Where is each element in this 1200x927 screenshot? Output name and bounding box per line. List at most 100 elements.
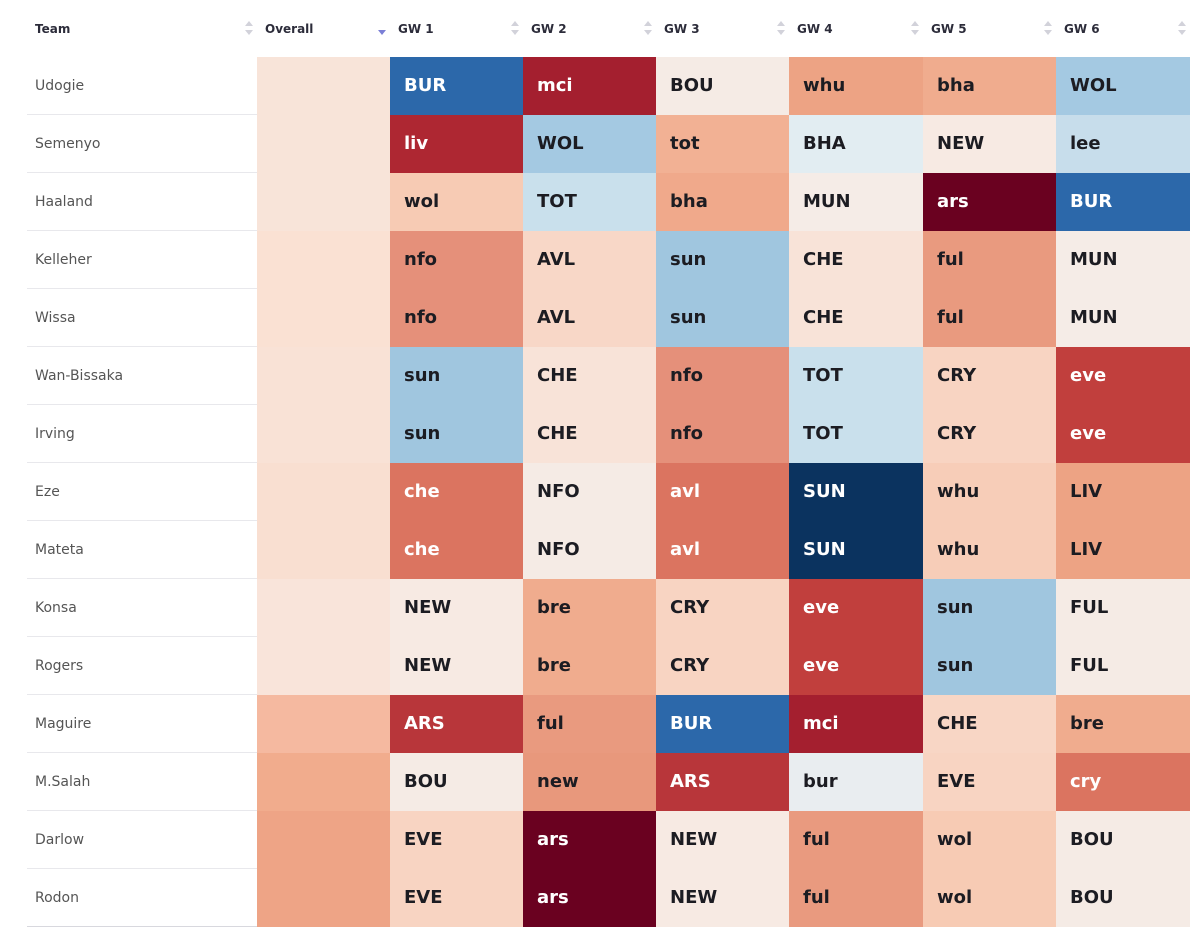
column-header-gw2[interactable]: GW 2 — [523, 0, 656, 57]
fixture-cell: ful — [789, 810, 923, 869]
overall-difficulty-cell — [257, 810, 390, 869]
table-row: Rodon EVE ars NEW ful wol BOU — [27, 868, 1190, 927]
fixture-cell: BOU — [1056, 810, 1190, 869]
overall-difficulty-cell — [257, 114, 390, 173]
overall-difficulty-cell — [257, 752, 390, 811]
fixture-cell: mci — [789, 694, 923, 753]
column-header-label: GW 1 — [398, 22, 434, 36]
fixture-cell: CHE — [923, 694, 1056, 753]
column-header-label: GW 5 — [931, 22, 967, 36]
fixture-cell: wol — [390, 172, 523, 231]
fixture-cell: AVL — [523, 288, 656, 347]
fixture-cell: BOU — [656, 56, 789, 115]
fixture-cell: whu — [923, 462, 1056, 521]
table-row: Darlow EVE ars NEW ful wol BOU — [27, 810, 1190, 869]
player-name-cell: Konsa — [27, 578, 257, 637]
fixture-cell: NFO — [523, 520, 656, 579]
fixture-cell: MUN — [1056, 230, 1190, 289]
fixture-cell: CHE — [523, 404, 656, 463]
fixture-cell: mci — [523, 56, 656, 115]
table-row: Maguire ARS ful BUR mci CHE bre — [27, 694, 1190, 753]
fixture-cell: che — [390, 462, 523, 521]
fixture-cell: cry — [1056, 752, 1190, 811]
fixture-cell: ars — [523, 868, 656, 927]
column-header-label: Overall — [265, 22, 314, 36]
fixture-cell: BUR — [390, 56, 523, 115]
player-name-cell: Wan-Bissaka — [27, 346, 257, 405]
fixture-cell: NEW — [390, 578, 523, 637]
fixture-cell: tot — [656, 114, 789, 173]
fixture-cell: eve — [1056, 404, 1190, 463]
sort-icon[interactable] — [1178, 21, 1186, 35]
sort-icon[interactable] — [511, 21, 519, 35]
fixture-cell: CRY — [656, 636, 789, 695]
fixture-cell: nfo — [656, 404, 789, 463]
column-header-team[interactable]: Team — [27, 0, 257, 57]
player-name-cell: Wissa — [27, 288, 257, 347]
fixture-cell: nfo — [390, 230, 523, 289]
fixture-cell: whu — [789, 56, 923, 115]
fixture-cell: TOT — [789, 346, 923, 405]
column-header-label: Team — [35, 22, 71, 36]
player-name-cell: Kelleher — [27, 230, 257, 289]
fixture-cell: CRY — [656, 578, 789, 637]
fixture-cell: bur — [789, 752, 923, 811]
column-header-gw3[interactable]: GW 3 — [656, 0, 789, 57]
fixture-cell: sun — [656, 230, 789, 289]
table-row: Haaland wol TOT bha MUN ars BUR — [27, 172, 1190, 231]
player-name-cell: Rodon — [27, 868, 257, 927]
fixture-cell: BOU — [1056, 868, 1190, 927]
column-header-label: GW 6 — [1064, 22, 1100, 36]
fixture-cell: FUL — [1056, 578, 1190, 637]
fixture-cell: NEW — [923, 114, 1056, 173]
fixture-cell: CRY — [923, 346, 1056, 405]
fixture-cell: NFO — [523, 462, 656, 521]
sort-icon[interactable] — [777, 21, 785, 35]
column-header-label: GW 3 — [664, 22, 700, 36]
sort-icon[interactable] — [245, 21, 253, 35]
column-header-label: GW 2 — [531, 22, 567, 36]
fixture-cell: SUN — [789, 520, 923, 579]
column-header-gw1[interactable]: GW 1 — [390, 0, 523, 57]
sort-descending-icon[interactable] — [378, 21, 386, 35]
player-name-cell: Eze — [27, 462, 257, 521]
sort-icon[interactable] — [911, 21, 919, 35]
fixture-cell: ful — [923, 288, 1056, 347]
sort-icon[interactable] — [1044, 21, 1052, 35]
fixture-cell: ARS — [390, 694, 523, 753]
table-row: Konsa NEW bre CRY eve sun FUL — [27, 578, 1190, 637]
fixture-cell: eve — [1056, 346, 1190, 405]
fixture-cell: ful — [923, 230, 1056, 289]
fixture-cell: BHA — [789, 114, 923, 173]
fixture-cell: bre — [523, 636, 656, 695]
fixture-cell: ARS — [656, 752, 789, 811]
table-row: Udogie BUR mci BOU whu bha WOL — [27, 56, 1190, 115]
fixture-cell: ars — [923, 172, 1056, 231]
fixture-cell: eve — [789, 636, 923, 695]
player-name-cell: Darlow — [27, 810, 257, 869]
fixture-cell: SUN — [789, 462, 923, 521]
fixture-cell: NEW — [656, 868, 789, 927]
sort-icon[interactable] — [644, 21, 652, 35]
overall-difficulty-cell — [257, 520, 390, 579]
overall-difficulty-cell — [257, 694, 390, 753]
fixture-cell: BOU — [390, 752, 523, 811]
player-name-cell: Semenyo — [27, 114, 257, 173]
fixture-cell: BUR — [1056, 172, 1190, 231]
fixture-cell: EVE — [390, 868, 523, 927]
overall-difficulty-cell — [257, 404, 390, 463]
column-header-gw6[interactable]: GW 6 — [1056, 0, 1190, 57]
overall-difficulty-cell — [257, 172, 390, 231]
fixture-cell: new — [523, 752, 656, 811]
fixture-cell: BUR — [656, 694, 789, 753]
fixture-cell: WOL — [1056, 56, 1190, 115]
fixture-cell: MUN — [789, 172, 923, 231]
fixture-cell: EVE — [390, 810, 523, 869]
player-name-cell: Udogie — [27, 56, 257, 115]
column-header-overall[interactable]: Overall — [257, 0, 390, 57]
column-header-gw5[interactable]: GW 5 — [923, 0, 1056, 57]
overall-difficulty-cell — [257, 462, 390, 521]
column-header-gw4[interactable]: GW 4 — [789, 0, 923, 57]
table-row: Kelleher nfo AVL sun CHE ful MUN — [27, 230, 1190, 289]
table-row: Mateta che NFO avl SUN whu LIV — [27, 520, 1190, 579]
